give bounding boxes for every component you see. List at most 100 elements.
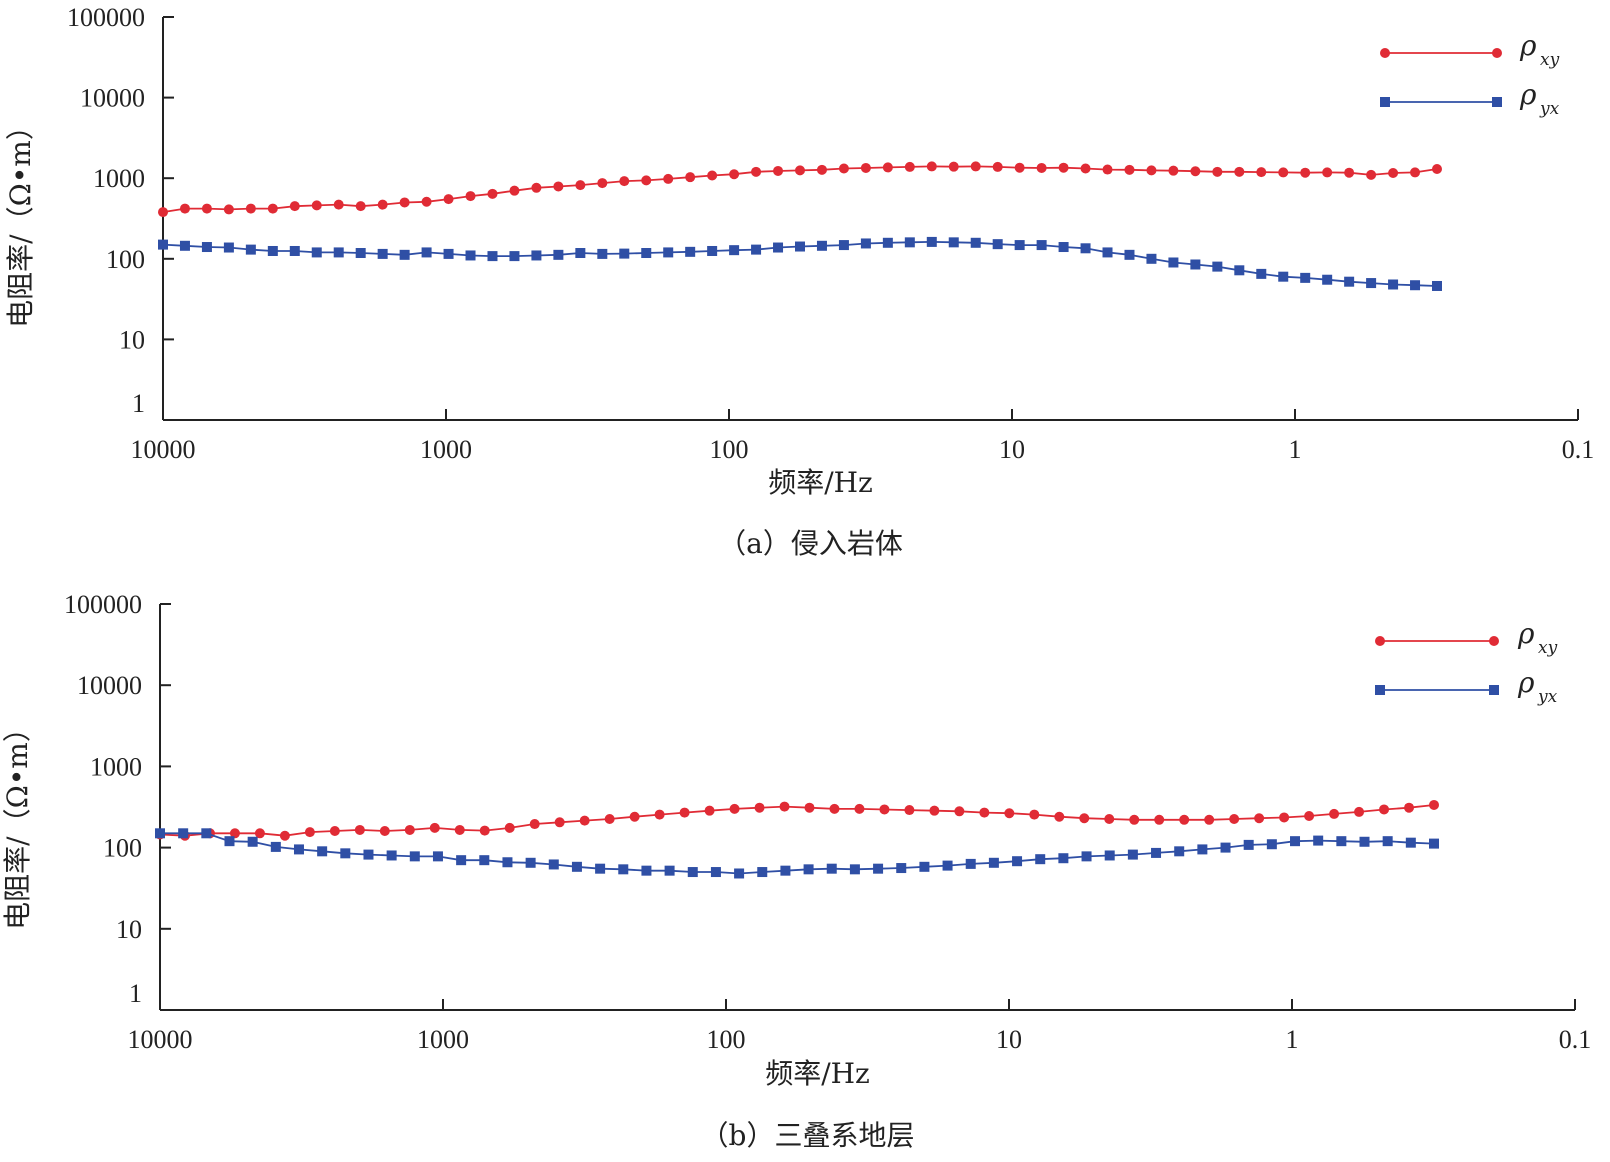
data-point [571,861,582,872]
data-point [329,826,340,837]
data-point [838,240,849,251]
data-point [311,200,322,211]
data-point [479,825,490,836]
data-point [553,249,564,260]
data-point [685,246,696,257]
data-point [399,197,410,208]
data-point [502,857,513,868]
data-point [399,249,410,260]
x-tick-label: 100 [707,1025,746,1054]
data-point [1229,814,1240,825]
data-point [1336,836,1347,847]
data-point [1124,249,1135,260]
data-point [954,806,965,817]
data-point [279,830,290,841]
data-point [1388,168,1399,179]
data-point [779,801,790,812]
data-point [1410,280,1421,291]
data-point [179,240,190,251]
data-point [663,247,674,258]
data-point [849,864,860,875]
data-point [1322,274,1333,285]
data-point [201,203,212,214]
data-point [289,245,300,256]
data-point [386,850,397,861]
figure-caption: （b）三叠系地层 [701,1119,915,1152]
data-point [1012,856,1023,867]
data-point [773,165,784,176]
data-point [229,828,240,839]
legend-label-subscript: xy [1538,638,1558,658]
y-axis-title: 电阻率/（Ω•m） [1,714,34,930]
data-point [554,817,565,828]
data-point [201,828,212,839]
data-point [729,169,740,180]
data-point [948,161,959,172]
data-point [421,247,432,258]
y-tick-label: 100000 [67,3,145,32]
legend-marker [1375,685,1385,695]
y-tick-label: 1 [132,389,145,418]
data-point [443,248,454,259]
data-point [1300,167,1311,178]
data-point [155,828,165,839]
data-point [992,161,1003,172]
legend-label: ρ [1517,617,1535,650]
data-point [1313,835,1324,846]
data-point [1190,166,1201,177]
legend-label-subscript: yx [1537,687,1558,707]
data-point [1304,810,1315,821]
data-point [942,860,953,871]
data-point [254,828,265,839]
data-point [1080,243,1091,254]
data-point [1035,854,1046,865]
data-point [710,867,721,878]
data-point [465,250,476,261]
data-point [773,242,784,253]
data-point [838,163,849,174]
data-point [1151,847,1162,858]
data-point [904,805,915,816]
data-point [1014,240,1025,251]
data-point [860,162,871,173]
data-point [1146,253,1157,264]
data-point [1146,165,1157,176]
data-point [729,803,740,814]
data-point [311,247,322,258]
data-point [988,857,999,868]
data-point [1243,839,1254,850]
data-point [595,863,606,874]
data-point [1220,842,1231,853]
data-point [882,162,893,173]
data-point [754,802,765,813]
data-point [641,248,652,259]
data-point [454,824,465,835]
data-point [1058,162,1069,173]
data-point [1080,163,1091,174]
data-point [873,863,884,874]
data-point [245,244,256,255]
data-point [1366,278,1377,289]
data-point [456,855,467,866]
legend-label-subscript: xy [1540,50,1560,70]
x-tick-label: 100 [710,435,749,464]
data-point [879,804,890,815]
legend-marker [1489,636,1499,646]
legend-entry-yx: ρ yx [1375,666,1558,707]
data-point [804,802,815,813]
data-point [1212,261,1223,272]
data-point [479,855,490,866]
series-line-xy [159,804,1435,837]
data-point [224,836,235,847]
data-point [1054,811,1065,822]
data-point [575,180,586,191]
data-point [780,865,791,876]
x-tick-label: 0.1 [1559,1025,1592,1054]
data-point [1036,162,1047,173]
data-point [1168,165,1179,176]
data-point [1127,849,1138,860]
y-tick-label: 100 [103,834,142,863]
data-point [1382,836,1393,847]
data-point [158,207,168,218]
data-point [223,242,234,253]
